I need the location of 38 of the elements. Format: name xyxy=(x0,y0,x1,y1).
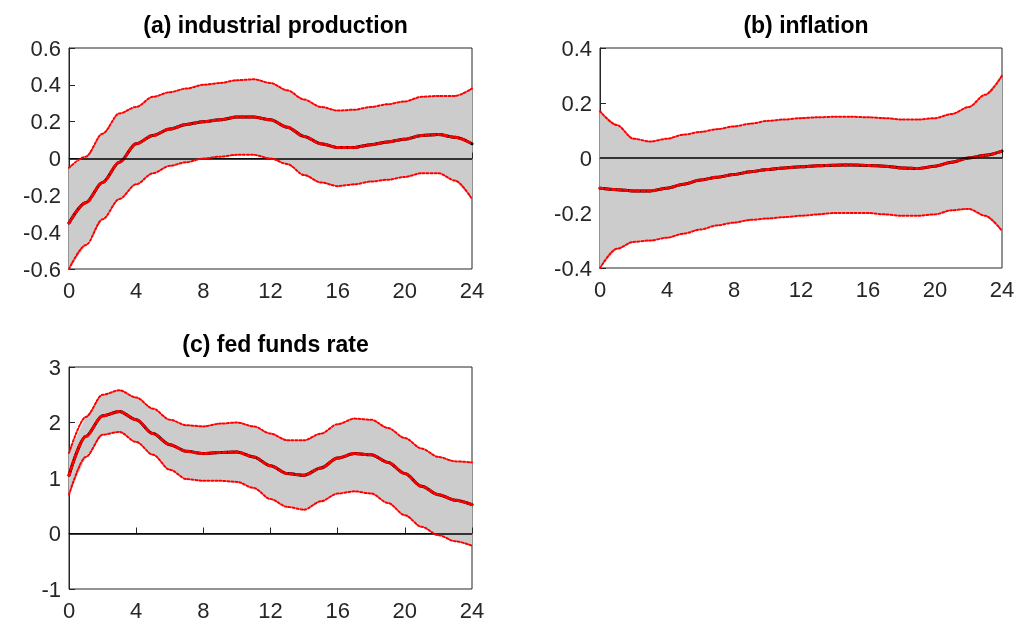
y-tick-label: -0.2 xyxy=(23,182,61,208)
y-tick-label: -0.4 xyxy=(554,255,592,281)
chart-title: (c) fed funds rate xyxy=(182,330,369,357)
y-tick-label: 0 xyxy=(48,521,61,546)
chart-title: (b) inflation xyxy=(743,11,869,38)
y-tick-label: -0.6 xyxy=(23,256,61,282)
x-tick-label: 8 xyxy=(727,276,741,302)
x-tick-label: 16 xyxy=(855,276,881,302)
x-tick-label: 12 xyxy=(258,277,283,303)
y-tick-label: -0.2 xyxy=(554,200,592,226)
x-tick-label: 4 xyxy=(660,276,674,302)
x-tick-label: 20 xyxy=(922,276,948,302)
y-tick-label: 2 xyxy=(48,410,61,435)
x-tick-label: 24 xyxy=(459,277,485,303)
x-tick-label: 24 xyxy=(989,276,1015,302)
x-tick-label: 20 xyxy=(392,277,418,303)
y-tick-label: 1 xyxy=(48,465,61,491)
x-tick-label: 16 xyxy=(325,277,350,303)
x-tick-label: 24 xyxy=(459,597,485,623)
y-tick-label: -1 xyxy=(41,576,61,602)
y-tick-label: 0.6 xyxy=(30,35,61,61)
y-tick-label: 0.4 xyxy=(561,35,592,61)
y-tick-label: -0.4 xyxy=(23,219,61,245)
x-tick-label: 12 xyxy=(788,276,814,302)
x-tick-label: 20 xyxy=(392,597,418,623)
x-tick-label: 12 xyxy=(258,597,283,623)
y-tick-label: 3 xyxy=(48,354,61,380)
y-tick-label: 0.2 xyxy=(30,109,61,135)
y-tick-label: 0.4 xyxy=(30,72,61,98)
x-tick-label: 8 xyxy=(197,597,210,623)
chart-title: (a) industrial production xyxy=(143,11,408,38)
x-tick-label: 4 xyxy=(130,597,143,623)
y-tick-label: 0 xyxy=(48,146,61,171)
y-tick-label: 0.2 xyxy=(561,90,592,116)
y-tick-label: 0 xyxy=(579,145,592,171)
x-tick-label: 4 xyxy=(130,277,143,303)
x-tick-label: 16 xyxy=(325,597,350,623)
x-tick-label: 8 xyxy=(197,277,210,303)
